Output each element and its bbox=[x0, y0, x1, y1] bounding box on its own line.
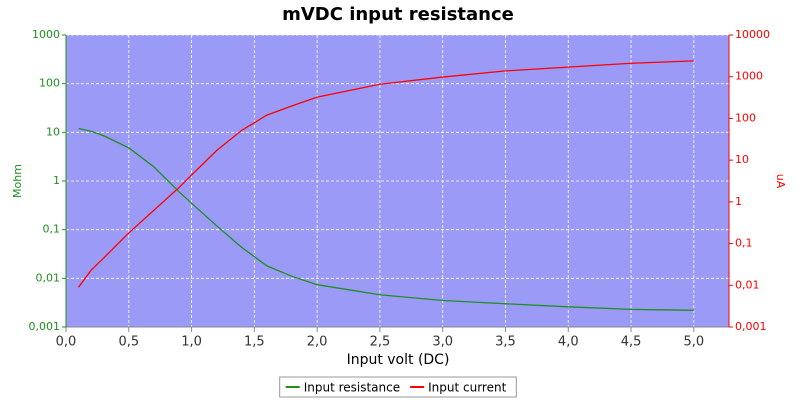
y2-tick-label: 10000 bbox=[735, 28, 770, 41]
legend-label: Input resistance bbox=[304, 381, 400, 395]
x-tick-label: 1,5 bbox=[244, 335, 265, 350]
x-tick-label: 5,0 bbox=[683, 335, 704, 350]
y2-tick-label: 0,001 bbox=[735, 320, 767, 333]
y-tick-label: 0,1 bbox=[43, 223, 61, 236]
series-line bbox=[78, 60, 694, 288]
y2-tick-label: 1000 bbox=[735, 70, 763, 83]
y2-tick-label: 1 bbox=[735, 195, 742, 208]
y-tick-label: 10 bbox=[46, 125, 60, 138]
x-tick-label: 4,5 bbox=[621, 335, 642, 350]
x-tick-label: 0,0 bbox=[56, 335, 77, 350]
x-tick-label: 3,5 bbox=[495, 335, 516, 350]
x-tick-label: 4,0 bbox=[558, 335, 579, 350]
x-tick-label: 1,0 bbox=[181, 335, 202, 350]
legend bbox=[279, 376, 517, 398]
y-axis-label: Mohm bbox=[11, 164, 24, 198]
x-tick-label: 0,5 bbox=[118, 335, 139, 350]
y2-tick-label: 0,1 bbox=[735, 237, 753, 250]
x-tick-label: 3,0 bbox=[432, 335, 453, 350]
y-tick-label: 1000 bbox=[32, 28, 60, 41]
chart-title: mVDC input resistance bbox=[282, 4, 514, 25]
y-tick-label: 0,001 bbox=[29, 320, 61, 333]
x-axis-label: Input volt (DC) bbox=[347, 352, 450, 368]
y-tick-label: 0,01 bbox=[36, 271, 61, 284]
y-tick-label: 1 bbox=[53, 174, 60, 187]
x-tick-label: 2,5 bbox=[370, 335, 391, 350]
series-line bbox=[78, 127, 694, 311]
legend-label: Input current bbox=[428, 381, 506, 395]
y-tick-label: 100 bbox=[39, 77, 60, 90]
y2-tick-label: 10 bbox=[735, 153, 749, 166]
x-tick-label: 2,0 bbox=[307, 335, 328, 350]
y2-tick-label: 0,01 bbox=[735, 278, 760, 291]
y2-tick-label: 100 bbox=[735, 111, 756, 124]
y2-axis-label: uA bbox=[774, 174, 787, 189]
